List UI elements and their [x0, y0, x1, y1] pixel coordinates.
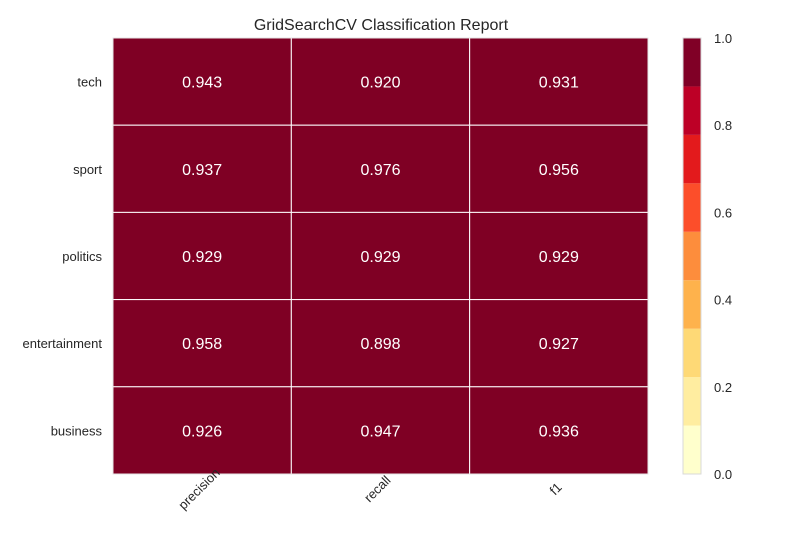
- row-labels: tech sport politics entertainment business: [23, 75, 103, 439]
- colorbar-border: [682, 37, 702, 475]
- cell-value-label: 0.958: [182, 336, 222, 353]
- cell-value-label: 0.927: [539, 336, 579, 353]
- heatmap-cell: [469, 124, 649, 213]
- colorbar-segment: [683, 328, 701, 378]
- colorbar-segment: [683, 183, 701, 232]
- colorbar-segment: [683, 38, 701, 87]
- colorbar-tick-label: 0.6: [714, 205, 732, 220]
- heatmap-cell: [112, 299, 292, 388]
- cell-value-label: 0.936: [539, 423, 579, 440]
- heatmap-cell: [112, 124, 292, 213]
- heatmap-cell: [290, 211, 471, 301]
- cell-value-label: 0.931: [539, 75, 579, 92]
- cell-value-label: 0.956: [539, 162, 579, 179]
- row-label: business: [51, 423, 103, 438]
- heatmap-cell: [290, 386, 471, 475]
- heatmap-cell: [290, 124, 471, 213]
- heatmap-cell: [290, 37, 471, 126]
- colorbar-tick-label: 0.2: [714, 380, 732, 395]
- colorbar-segment: [683, 280, 701, 329]
- row-label: entertainment: [23, 336, 103, 351]
- column-label: f1: [547, 480, 565, 498]
- cell-value-label: 0.920: [360, 75, 400, 92]
- cell-value-label: 0.943: [182, 75, 222, 92]
- cell-value-label: 0.929: [182, 249, 222, 266]
- colorbar-segment: [683, 134, 701, 184]
- chart-title: GridSearchCV Classification Report: [254, 17, 509, 34]
- cell-value-label: 0.947: [360, 423, 400, 440]
- colorbar-tick-label: 0.0: [714, 467, 732, 482]
- colorbar-tick-label: 1.0: [714, 31, 732, 46]
- heatmap-cell: [112, 386, 292, 475]
- plot-border: [112, 37, 649, 475]
- row-label: sport: [73, 162, 102, 177]
- cell-value-label: 0.929: [360, 249, 400, 266]
- colorbar-segment: [683, 86, 701, 135]
- colorbar-segment: [683, 231, 701, 281]
- row-label: tech: [77, 75, 102, 90]
- colorbar-tick-label: 0.4: [714, 293, 732, 308]
- row-label: politics: [62, 249, 102, 264]
- column-label: recall: [361, 472, 394, 505]
- colorbar-segment: [683, 377, 701, 426]
- cell-value-label: 0.976: [360, 162, 400, 179]
- cell-value-label: 0.926: [182, 423, 222, 440]
- colorbar: 0.0 0.2 0.4 0.6 0.8 1.0: [682, 31, 732, 482]
- colorbar-segment: [683, 425, 701, 474]
- colorbar-tick-label: 0.8: [714, 118, 732, 133]
- cell-value-label: 0.937: [182, 162, 222, 179]
- cell-value-label: 0.929: [539, 249, 579, 266]
- cell-value-label: 0.898: [360, 336, 400, 353]
- heatmap-cell: [112, 37, 292, 126]
- heatmap-grid: 0.943 0.920 0.931 0.937 0.976 0.956 0.929 0.929…: [112, 37, 649, 475]
- heatmap-cell: [469, 386, 649, 475]
- heatmap-cell: [469, 299, 649, 388]
